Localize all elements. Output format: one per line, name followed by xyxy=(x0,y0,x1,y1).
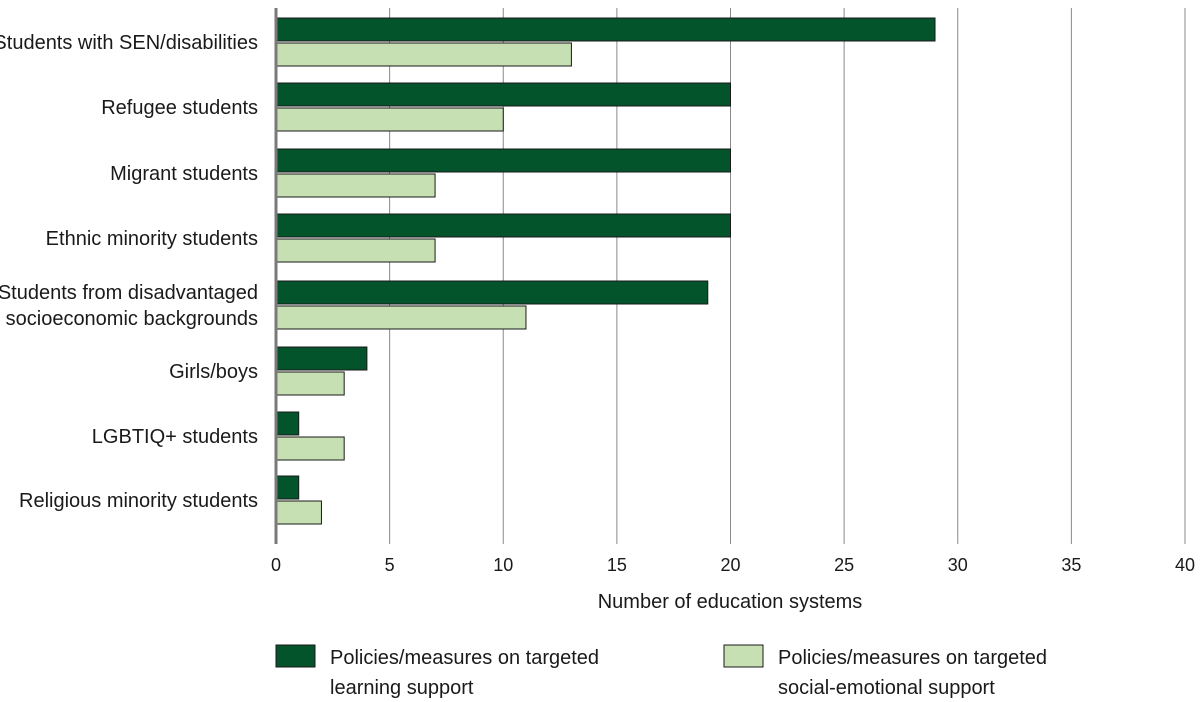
legend-label: learning support xyxy=(330,677,474,699)
bar xyxy=(275,371,345,396)
legend-label: social-emotional support xyxy=(778,677,995,699)
category-label: Students from disadvantaged xyxy=(0,282,258,304)
x-tick-label: 0 xyxy=(271,555,281,575)
bar xyxy=(275,213,731,238)
x-tick-label: 30 xyxy=(948,555,968,575)
x-tick-label: 20 xyxy=(720,555,740,575)
bar xyxy=(275,82,731,107)
bar xyxy=(275,17,936,42)
bar xyxy=(275,346,368,371)
bar xyxy=(275,238,436,263)
bar xyxy=(275,475,300,500)
legend-label: Policies/measures on targeted xyxy=(778,647,1047,669)
bar xyxy=(275,280,709,305)
category-label: LGBTIQ+ students xyxy=(92,426,258,448)
category-labels: Students with SEN/disabilities Refugee st… xyxy=(0,32,258,512)
legend-swatch xyxy=(723,644,764,668)
x-tick-label: 10 xyxy=(493,555,513,575)
x-axis-ticks: 0 5 10 15 20 25 30 35 40 xyxy=(271,538,1195,575)
bar xyxy=(275,500,322,525)
x-tick-label: 25 xyxy=(834,555,854,575)
legend-label: Policies/measures on targeted xyxy=(330,647,599,669)
bar xyxy=(275,173,436,198)
category-label: Girls/boys xyxy=(169,361,258,383)
category-label: Refugee students xyxy=(101,97,258,119)
x-axis-title: Number of education systems xyxy=(598,591,863,613)
bar xyxy=(275,107,504,132)
category-label: Migrant students xyxy=(110,163,258,185)
bar xyxy=(275,148,731,173)
legend: Policies/measures on targeted learning su… xyxy=(275,644,1047,699)
bar xyxy=(275,42,572,67)
bar xyxy=(275,305,527,330)
x-tick-label: 35 xyxy=(1061,555,1081,575)
x-tick-label: 15 xyxy=(607,555,627,575)
category-label: Students with SEN/disabilities xyxy=(0,32,258,54)
bar xyxy=(275,411,300,436)
x-tick-label: 40 xyxy=(1175,555,1195,575)
category-label: socioeconomic backgrounds xyxy=(6,308,258,330)
category-label: Religious minority students xyxy=(19,490,258,512)
bars xyxy=(275,17,936,525)
legend-swatch xyxy=(275,644,316,668)
bar xyxy=(275,436,345,461)
category-label: Ethnic minority students xyxy=(46,228,258,250)
x-tick-label: 5 xyxy=(385,555,395,575)
